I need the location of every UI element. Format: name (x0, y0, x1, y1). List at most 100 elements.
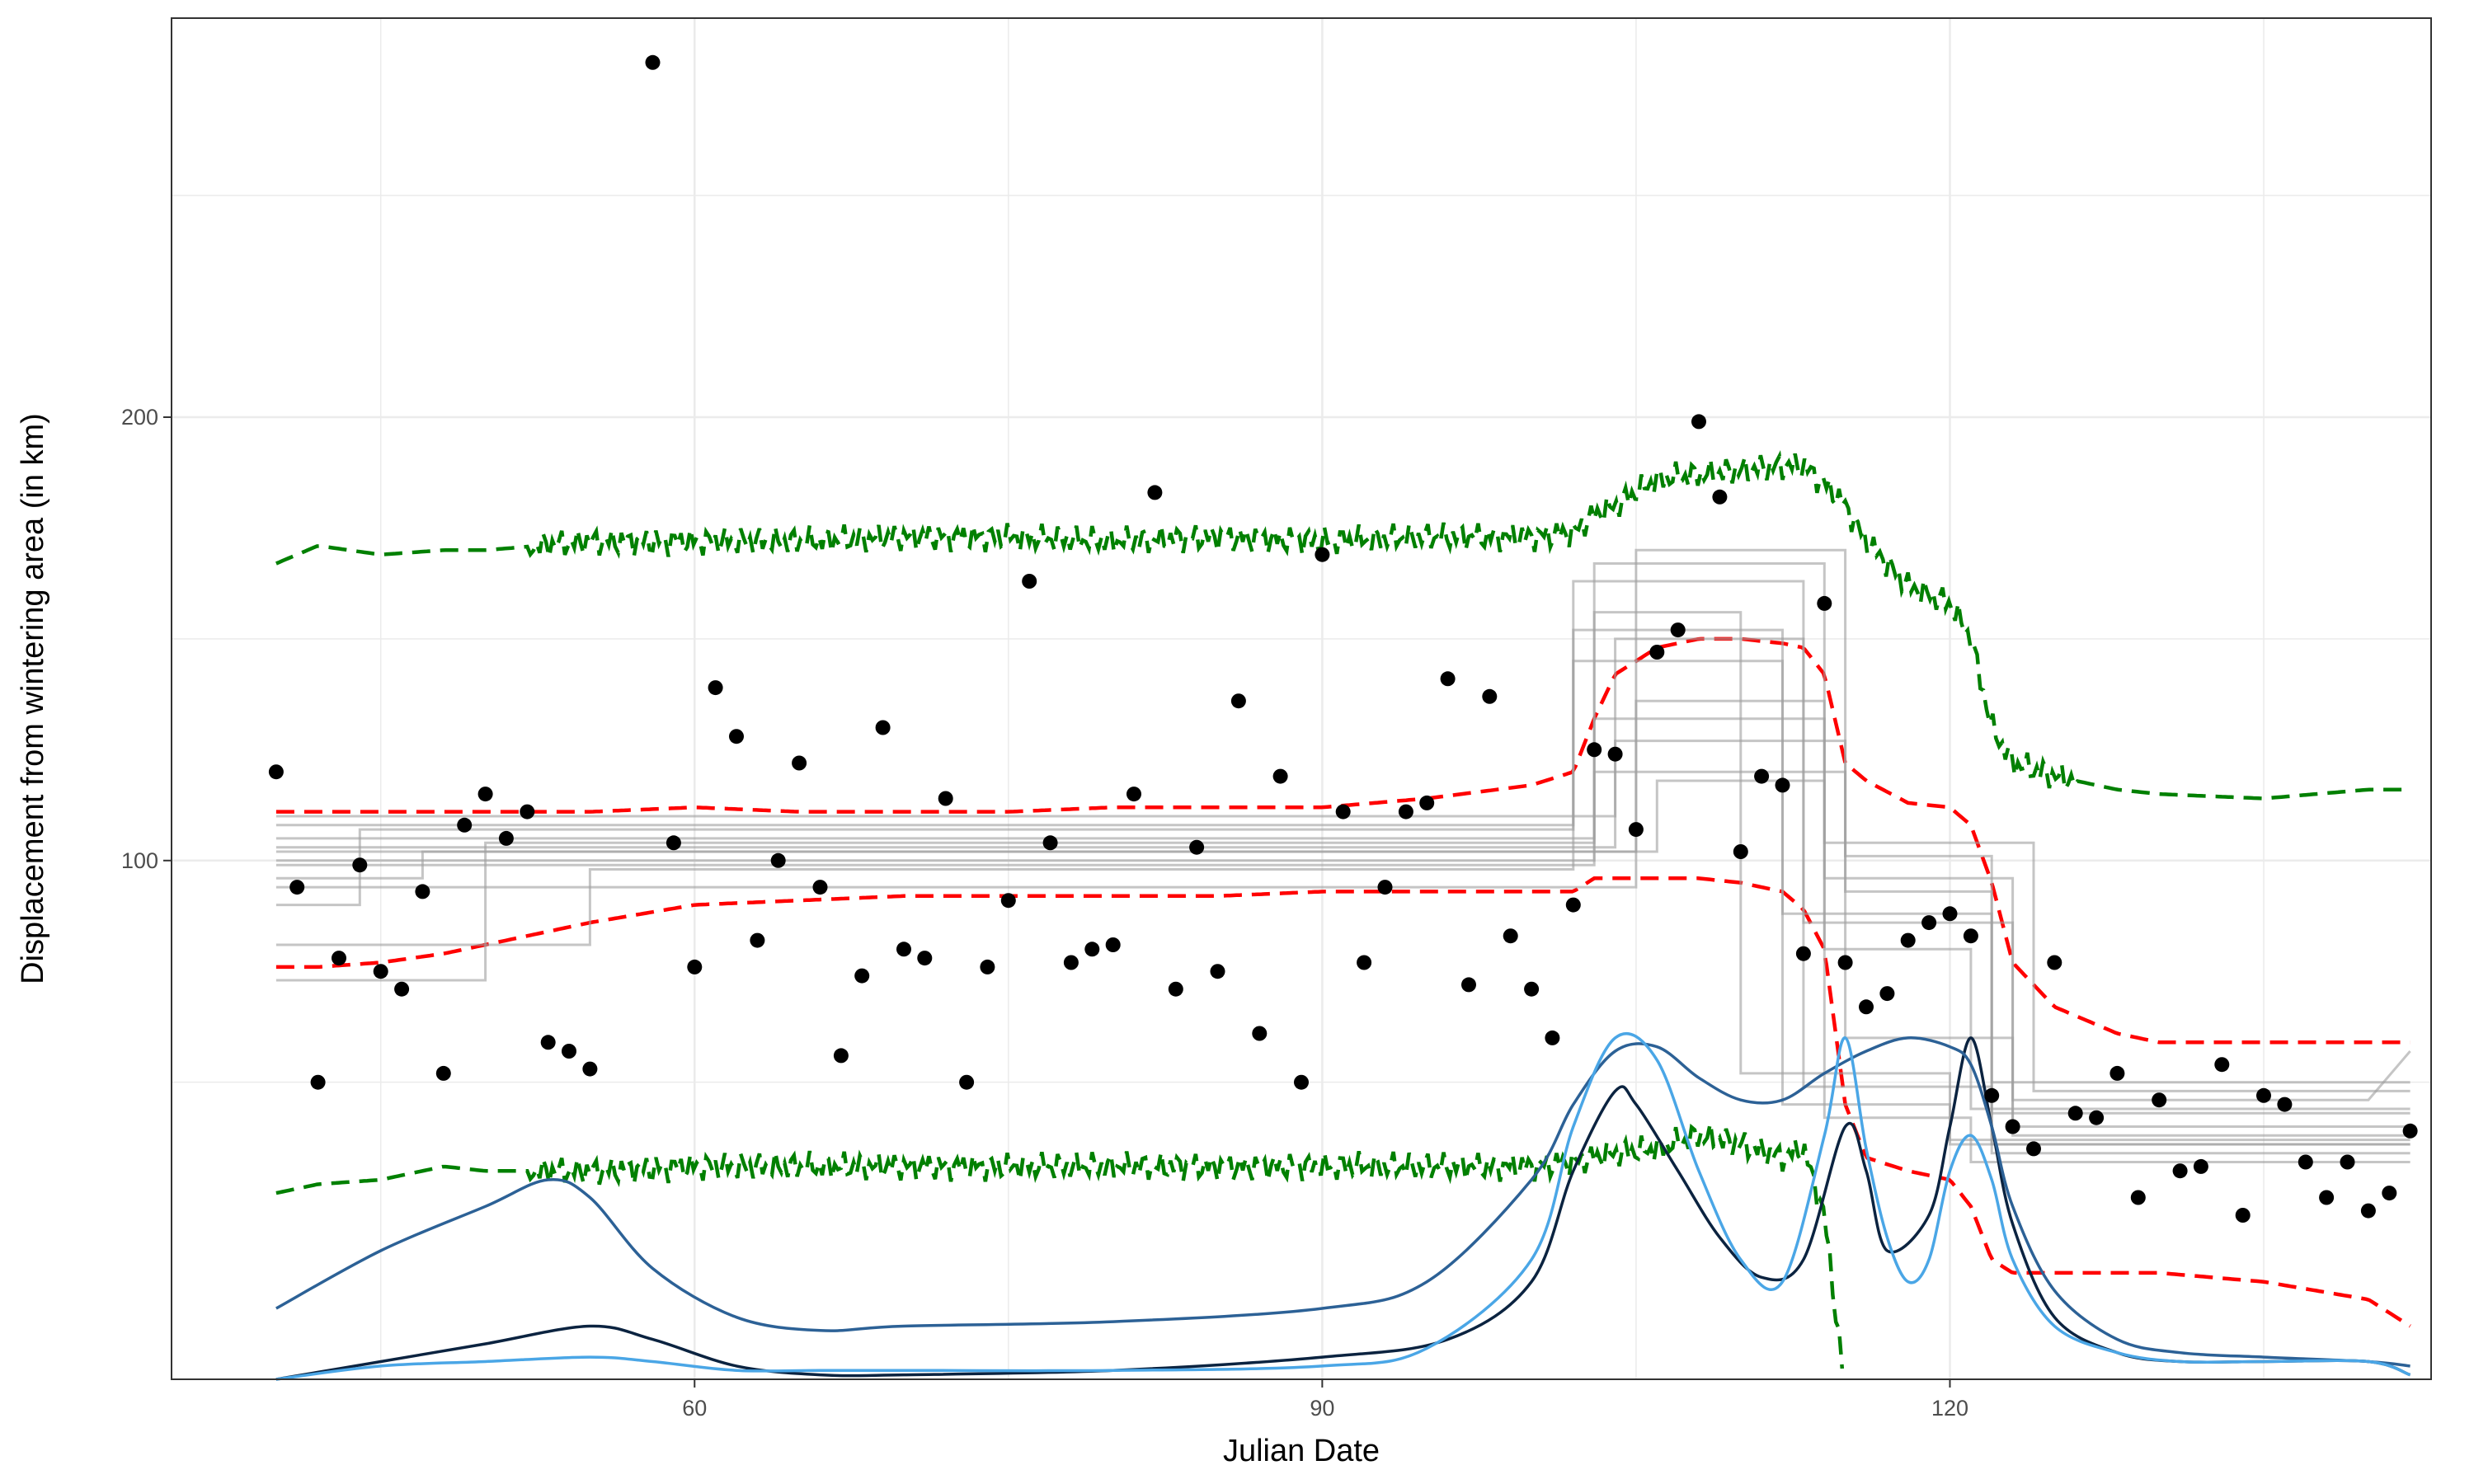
envelope-upper-outer-line (275, 450, 2411, 801)
data-point (1252, 1026, 1268, 1041)
data-point (792, 755, 807, 771)
data-point (1817, 595, 1832, 611)
data-point (2340, 1154, 2355, 1170)
data-point (1712, 489, 1728, 505)
data-point (2005, 1119, 2020, 1134)
data-point (1775, 777, 1790, 793)
data-point (394, 981, 410, 997)
data-point (2130, 1190, 2146, 1205)
data-point (435, 1065, 451, 1081)
data-point (812, 880, 828, 895)
data-point (268, 764, 284, 780)
data-point (770, 852, 786, 868)
data-point (1921, 915, 1937, 931)
data-point (352, 857, 368, 873)
step-line (275, 562, 2411, 1163)
data-point (1670, 622, 1686, 638)
data-point (562, 1044, 576, 1059)
data-point (1000, 893, 1016, 909)
data-point (1210, 964, 1225, 979)
data-point (2152, 1092, 2167, 1108)
density-curves-layer (275, 1032, 2411, 1381)
data-point (645, 54, 661, 70)
data-point (708, 680, 723, 696)
step-line (275, 779, 2411, 1092)
data-point (1189, 839, 1205, 855)
data-point (2319, 1190, 2335, 1205)
data-point (1230, 693, 1246, 709)
data-point (2235, 1208, 2251, 1223)
data-point (540, 1035, 556, 1050)
data-point (1461, 977, 1476, 993)
data-point (2026, 1141, 2041, 1157)
y-axis-ticks: 100 200 (121, 405, 172, 873)
data-point (1942, 906, 1958, 922)
data-point (2277, 1097, 2293, 1112)
data-point (1315, 547, 1330, 562)
data-point (1272, 768, 1288, 784)
x-tick-label: 120 (1931, 1396, 1968, 1421)
data-point (415, 884, 430, 899)
data-point (1733, 844, 1748, 859)
density-curve (275, 1032, 2411, 1381)
data-point (1628, 822, 1644, 838)
data-point (2382, 1186, 2397, 1201)
data-point (1963, 928, 1978, 944)
data-point (477, 787, 493, 802)
data-point (1063, 955, 1079, 970)
data-point (1084, 942, 1100, 957)
data-point (1440, 671, 1456, 687)
data-point (1419, 795, 1435, 810)
data-point (1545, 1030, 1560, 1045)
envelope-lower-inner-line (275, 876, 2411, 1328)
data-point (1294, 1074, 1309, 1090)
data-point (666, 835, 681, 851)
data-point (729, 729, 744, 744)
data-point (1524, 981, 1540, 997)
data-point (520, 804, 535, 819)
x-axis-ticks: 60 90 120 (682, 1379, 1968, 1421)
data-point (582, 1061, 598, 1077)
data-point (289, 880, 305, 895)
data-point (1042, 835, 1058, 851)
data-point (1984, 1087, 2000, 1103)
data-point (2298, 1154, 2313, 1170)
data-point (1649, 645, 1665, 660)
data-point (1900, 932, 1916, 948)
data-point (959, 1074, 975, 1090)
data-point (2402, 1123, 2418, 1139)
x-axis-title: Julian Date (1223, 1434, 1380, 1468)
data-point (2172, 1163, 2188, 1179)
data-point (938, 791, 953, 806)
data-point (750, 932, 765, 948)
data-point (1147, 485, 1163, 500)
data-point (833, 1048, 849, 1064)
y-tick-label: 200 (121, 405, 158, 430)
panel-border (171, 17, 2432, 1380)
data-point (1837, 955, 1853, 970)
data-point (1482, 688, 1498, 704)
density-curve (275, 1036, 2411, 1368)
data-point (2256, 1087, 2271, 1103)
data-point (1691, 414, 1706, 430)
data-point (1357, 955, 1372, 970)
data-point (332, 951, 346, 966)
data-point (980, 959, 995, 974)
data-point (1795, 946, 1811, 961)
data-point (1607, 746, 1623, 762)
data-point (2360, 1203, 2376, 1219)
y-axis-title: Displacement from wintering area (in km) (16, 413, 50, 984)
x-tick-label: 90 (1310, 1396, 1334, 1421)
data-point (1168, 981, 1183, 997)
data-point (2067, 1106, 2083, 1121)
data-point (1335, 804, 1351, 819)
data-point (1022, 574, 1037, 589)
data-point (457, 817, 473, 833)
data-point (1587, 742, 1602, 758)
data-point (854, 968, 870, 984)
data-point (1105, 937, 1121, 952)
x-tick-label: 60 (682, 1396, 707, 1421)
data-point (2047, 955, 2062, 970)
